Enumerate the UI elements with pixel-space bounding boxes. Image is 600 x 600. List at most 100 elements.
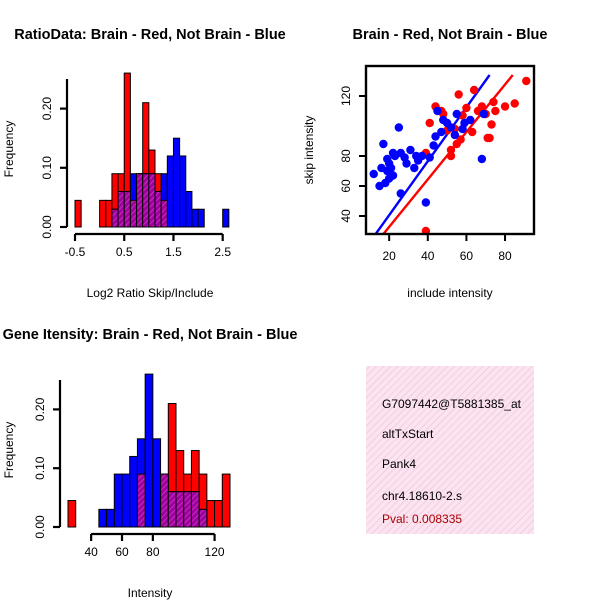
y-tick-label: 80	[339, 149, 353, 163]
overlap-bar	[117, 190, 125, 228]
x-tick-label: 60	[460, 249, 474, 263]
not-brain-point	[429, 141, 438, 150]
brain-point	[487, 120, 496, 129]
overlap-bar	[142, 173, 150, 228]
brain-bar	[74, 199, 82, 228]
overlap-bar	[167, 491, 177, 528]
not-brain-bar	[121, 473, 131, 528]
y-tick-label: 40	[339, 209, 353, 223]
brain-point	[491, 106, 500, 116]
intensity-bars	[67, 373, 231, 528]
not-brain-point	[410, 163, 419, 173]
brain-point	[462, 103, 471, 113]
not-brain-point	[386, 163, 396, 173]
not-brain-point	[396, 189, 405, 198]
brain-point	[456, 135, 465, 144]
not-brain-point	[388, 171, 398, 180]
ratio-bars	[74, 72, 230, 228]
y-tick-label: 0.20	[33, 397, 47, 421]
not-brain-point	[433, 106, 442, 116]
not-brain-bar	[191, 208, 199, 228]
overlap-bar	[198, 508, 208, 528]
overlap-bar	[136, 473, 146, 528]
not-brain-point	[477, 154, 487, 164]
x-tick-label: 20	[382, 249, 396, 263]
x-tick-label: 80	[146, 545, 160, 559]
brain-point	[446, 151, 456, 161]
chromosome-location: chr4.18610-2.s	[382, 489, 462, 503]
y-tick-label: 60	[339, 179, 353, 193]
intensity-histogram: Gene Itensity: Brain - Red, Not Brain - …	[2, 327, 297, 600]
intensity-title: Gene Itensity: Brain - Red, Not Brain - …	[3, 327, 298, 343]
x-tick-label: 2.5	[214, 245, 231, 259]
gene-symbol: Pank4	[382, 457, 416, 471]
brain-point	[489, 97, 498, 107]
not-brain-point	[479, 109, 488, 119]
brain-point	[446, 145, 456, 155]
overlap-bar	[190, 491, 200, 528]
y-tick-label: 0.20	[40, 97, 54, 121]
brain-point	[510, 99, 519, 108]
not-brain-point	[425, 153, 434, 162]
not-brain-point	[402, 159, 411, 168]
not-brain-bar	[222, 208, 230, 228]
scatter-title: Brain - Red, Not Brain - Blue	[353, 27, 548, 43]
brain-bar	[221, 473, 231, 528]
intensity-xlabel: Intensity	[128, 586, 173, 600]
x-tick-label: 80	[498, 249, 512, 263]
scatter-plot-box	[364, 64, 536, 236]
not-brain-point	[394, 123, 404, 132]
brain-point	[477, 102, 487, 111]
ratio-xlabel: Log2 Ratio Skip/Include	[87, 286, 214, 300]
not-brain-bar	[113, 473, 123, 528]
ratio-histogram: RatioData: Brain - Red, Not Brain - Blue…	[2, 27, 286, 300]
probe-id: G7097442@T5881385_at	[382, 397, 522, 411]
not-brain-point	[421, 198, 431, 207]
x-tick-label: 120	[205, 545, 225, 559]
scatter-axes: 20 40 60 80 40 60 80 120	[339, 86, 512, 263]
not-brain-point	[446, 123, 456, 132]
overlap-bar	[154, 190, 162, 228]
intensity-axes: 40 60 80 120 0.00 0.10 0.20	[33, 380, 225, 559]
brain-point	[500, 102, 510, 111]
brain-point	[522, 76, 531, 86]
not-brain-bar	[98, 508, 108, 528]
y-tick-label: 0.10	[33, 456, 47, 480]
p-value: Pval: 0.008335	[382, 512, 462, 526]
not-brain-point	[369, 169, 378, 179]
overlap-bar	[111, 208, 119, 228]
not-brain-bar	[166, 155, 174, 228]
not-brain-point	[417, 151, 427, 161]
intensity-scatter: Brain - Red, Not Brain - Blue 20 40 60 80 40…	[302, 27, 547, 300]
not-brain-point	[437, 127, 446, 137]
overlap-bar	[183, 491, 192, 528]
x-tick-label: 60	[115, 545, 129, 559]
scatter-xlabel: include intensity	[407, 286, 492, 300]
brain-point	[485, 133, 494, 143]
overlap-bar	[136, 173, 144, 228]
scatter-points	[369, 76, 531, 236]
ratio-ylabel: Frequency	[2, 121, 16, 178]
y-tick-label: 0.00	[40, 215, 54, 239]
info-panel: G7097442@T5881385_at altTxStart Pank4 ch…	[366, 366, 534, 534]
not-brain-bar	[152, 438, 162, 528]
x-tick-label: -0.5	[65, 245, 86, 259]
overlap-bar	[123, 190, 131, 228]
not-brain-bar	[129, 455, 138, 528]
brain-point	[454, 90, 463, 99]
not-brain-point	[406, 145, 415, 155]
not-brain-bar	[172, 137, 181, 228]
event-type: altTxStart	[382, 427, 434, 441]
x-tick-label: 40	[84, 545, 98, 559]
brain-bar	[99, 199, 107, 228]
not-brain-point	[431, 132, 440, 141]
not-brain-bar	[106, 508, 115, 528]
ratio-title: RatioData: Brain - Red, Not Brain - Blue	[14, 27, 286, 43]
info-panel-background	[366, 366, 534, 534]
not-brain-point	[379, 139, 388, 149]
info-clip-mask	[534, 366, 600, 534]
y-tick-label: 0.00	[33, 515, 47, 539]
not-brain-bar	[144, 373, 154, 528]
overlap-bar	[175, 491, 185, 528]
